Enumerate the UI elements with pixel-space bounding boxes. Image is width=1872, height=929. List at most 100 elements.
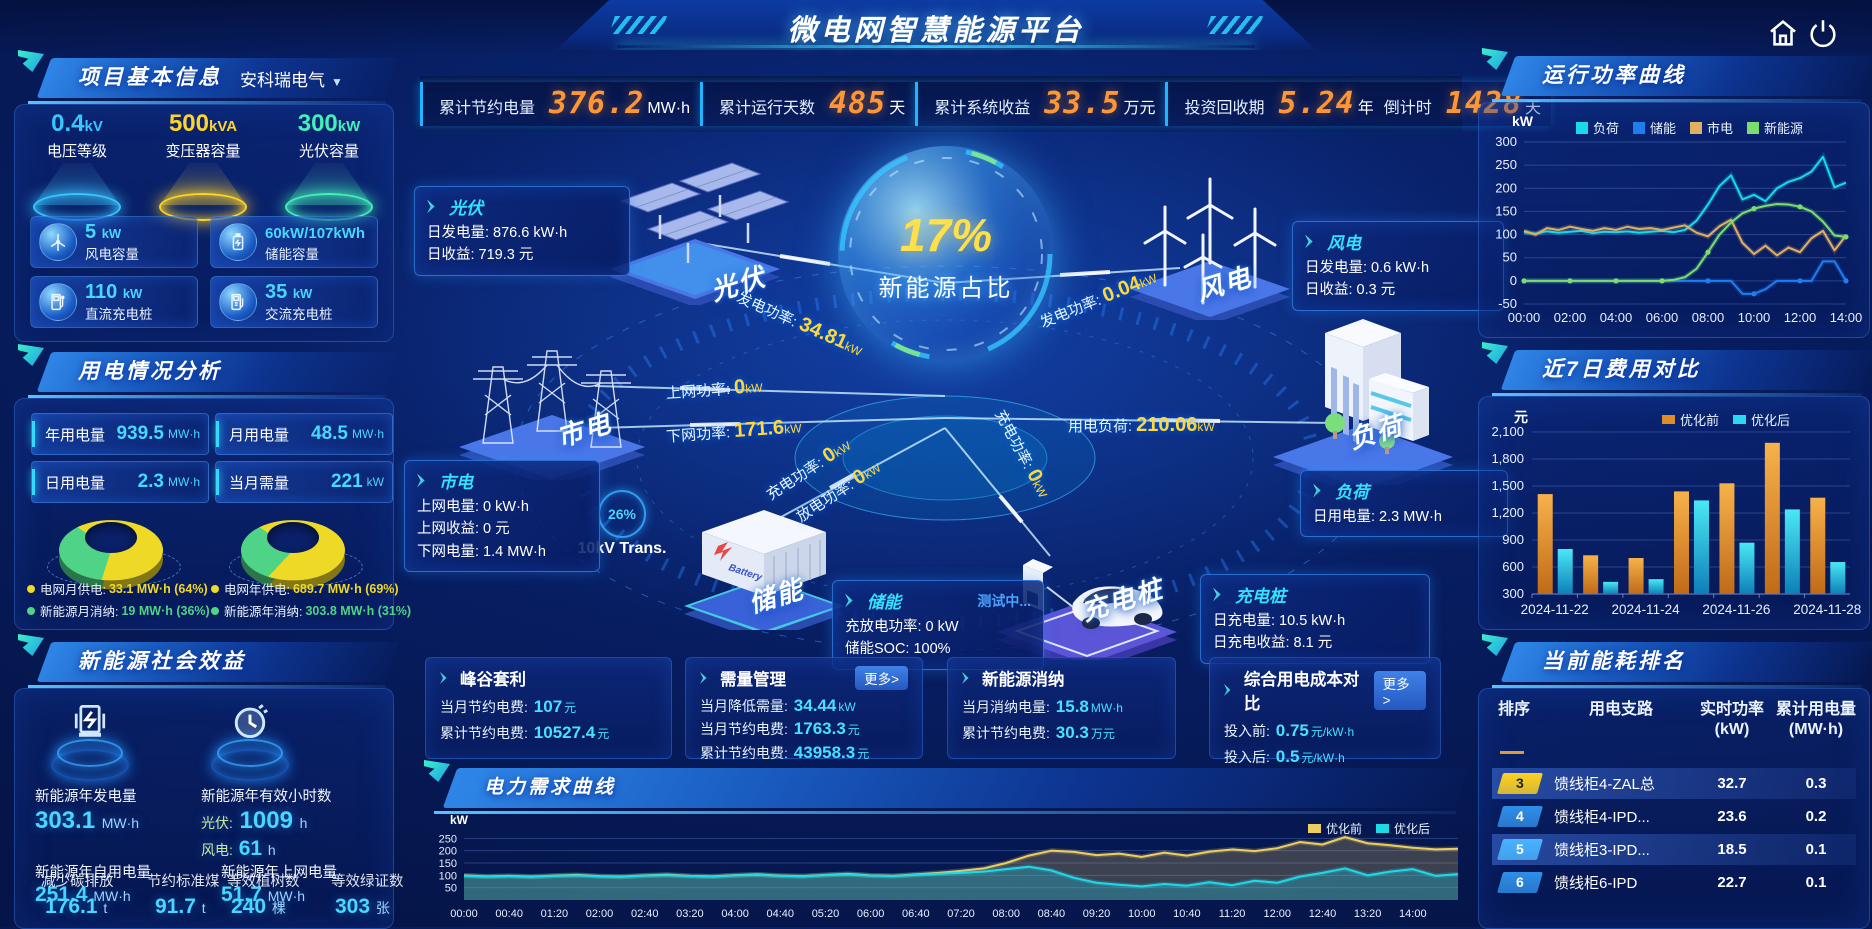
topbar-metric: 累计运行天数 485 天 xyxy=(719,89,905,119)
power-icon xyxy=(1810,20,1836,48)
svg-text:00:00: 00:00 xyxy=(1508,310,1541,325)
arrow-icon xyxy=(1224,684,1231,696)
ranking-column-header: 累计用电量 (MW·h) xyxy=(1776,701,1857,738)
dc-charger-icon xyxy=(39,283,77,321)
svg-text:06:00: 06:00 xyxy=(1646,310,1679,325)
company-dropdown[interactable]: 安科瑞电气 ▼ xyxy=(240,71,343,90)
donut-legend-item[interactable]: 新能源月消纳: 19 MW·h (36%) xyxy=(27,601,210,620)
usage-stat: 月用电量 48.5 MW·h xyxy=(215,413,393,455)
panel-title: 近7日费用对比 xyxy=(1542,358,1701,381)
table-row: 6 馈线柜6-IPD 22.7 0.1 xyxy=(1492,867,1856,898)
svg-text:10:40: 10:40 xyxy=(1173,908,1201,920)
svg-text:100: 100 xyxy=(1495,227,1517,242)
donut-legend-item[interactable]: 新能源年消纳: 303.8 MW·h (31%) xyxy=(211,601,411,620)
legend-item[interactable]: 负荷 xyxy=(1576,118,1619,137)
table-row: 5 馈线柜3-IPD... 18.5 0.1 xyxy=(1492,834,1856,865)
svg-text:2024-11-26: 2024-11-26 xyxy=(1702,602,1770,617)
legend-value: 19 MW·h (36%) xyxy=(121,603,210,618)
branch-name: 馈线柜4-IPD... xyxy=(1554,809,1650,826)
node-card-load: 负荷 日用电量: 2.3 MW·h xyxy=(1300,470,1508,538)
benefit-value: 51.7 MW·h xyxy=(221,883,306,906)
svg-text:300: 300 xyxy=(1495,134,1517,149)
legend-label: 新能源年消纳: xyxy=(224,605,303,619)
ranking-column-header: 用电支路 xyxy=(1588,701,1653,718)
load-island xyxy=(1265,295,1460,497)
node-card-grid: 市电 上网电量: 0 kW·h 上网收益: 0 元下网电量: 1.4 MW·h xyxy=(404,460,600,573)
legend-item[interactable]: 市电 xyxy=(1690,118,1733,137)
svg-text:2024-11-22: 2024-11-22 xyxy=(1521,602,1589,617)
arrow-icon xyxy=(1213,587,1221,602)
corner-icon xyxy=(1482,342,1508,364)
usage-panel-header: 用电情况分析 xyxy=(14,344,400,398)
node-card-ev: 充电桩 日充电量: 10.5 kW·h 日充电收益: 8.1 元 xyxy=(1200,574,1430,664)
svg-text:元: 元 xyxy=(1514,409,1528,425)
table-row: 4 馈线柜4-IPD... 23.6 0.2 xyxy=(1492,801,1856,832)
node-card-line: 上网收益: 0 元 xyxy=(417,521,510,538)
svg-text:08:40: 08:40 xyxy=(1038,908,1066,920)
benefit-sub-label: 新能源年自用电量 xyxy=(35,865,151,881)
svg-text:250: 250 xyxy=(1495,157,1517,172)
node-card-line: 日发电量: 0.6 kW·h xyxy=(1305,260,1430,276)
spotlight-label: 电压等级 xyxy=(46,143,107,160)
topbar-metric: 投资回收期 5.24 年 xyxy=(1184,89,1373,119)
bottom-card-line: 当月节约电费: 1763.3 元 xyxy=(700,719,860,739)
benefit-value: 251.4 MW·h xyxy=(35,883,131,906)
node-card-line: 充放电功率: 0 kW xyxy=(845,619,959,635)
supply-donut-chart xyxy=(59,507,167,590)
metric-value: 376.2 xyxy=(549,86,645,121)
bottom-card: 新能源消纳 当月消纳电量: 15.8 MW·h 累计节约电费: 30.3 万元 xyxy=(947,657,1176,759)
ranking-column-header: 实时功率 (kW) xyxy=(1699,701,1764,738)
capacity-card-text: 60kW/107kWh 储能容量 xyxy=(265,221,365,263)
more-button[interactable]: 更多> xyxy=(855,666,908,690)
legend-item[interactable]: 优化前 xyxy=(1662,410,1719,429)
node-card-line: 下网电量: 1.4 MW·h xyxy=(417,543,546,560)
svg-text:kW: kW xyxy=(450,814,469,827)
svg-text:1,200: 1,200 xyxy=(1491,505,1524,520)
power-chart-legend: 负荷 储能 市电 新能源 xyxy=(1576,118,1803,137)
legend-text: 优化前 xyxy=(1680,413,1720,428)
capacity-card: 60kW/107kWh 储能容量 xyxy=(210,216,378,268)
node-card-title: 储能 测试中... xyxy=(845,588,1031,613)
donut-legend-item[interactable]: 电网年供电: 689.7 MW·h (69%) xyxy=(211,579,399,598)
svg-text:-50: -50 xyxy=(1498,296,1517,311)
title-banner xyxy=(556,0,1316,50)
arrow-icon xyxy=(427,199,435,214)
capacity-value: 60kW/107kWh xyxy=(265,225,366,242)
legend-item[interactable]: 优化后 xyxy=(1733,410,1790,429)
node-card-title-text: 充电桩 xyxy=(1235,587,1286,606)
legend-item[interactable]: 新能源 xyxy=(1747,118,1803,137)
legend-swatch xyxy=(1376,824,1390,833)
bottom-card-title: 需量管理 更多> xyxy=(700,666,908,690)
svg-text:04:00: 04:00 xyxy=(1600,310,1633,325)
metric-value: 33.5 xyxy=(1044,86,1121,121)
node-card-storage: 储能 测试中... 充放电功率: 0 kW 储能SOC: 100% xyxy=(832,580,1044,670)
power-button[interactable] xyxy=(1806,16,1840,50)
usage-stat-unit: MW·h xyxy=(352,427,384,441)
legend-text: 市电 xyxy=(1707,121,1734,136)
node-card-line: 上网电量: 0 kW·h xyxy=(417,499,529,515)
legend-item[interactable]: 优化后 xyxy=(1376,820,1430,837)
capacity-value: 35 kW xyxy=(265,281,313,303)
legend-item[interactable]: 优化前 xyxy=(1308,820,1362,837)
legend-text: 优化后 xyxy=(1394,822,1431,836)
donut-legend-item[interactable]: 电网月供电: 33.1 MW·h (64%) xyxy=(27,579,208,598)
more-button[interactable]: 更多> xyxy=(1373,670,1426,710)
node-card-title-text: 储能 xyxy=(867,593,901,612)
topbar-group: 累计节约电量 376.2 MW·h xyxy=(420,82,700,126)
spotlight-value: 300kW xyxy=(297,110,361,137)
topbar-metric: 累计系统收益 33.5 万元 xyxy=(934,89,1155,119)
home-button[interactable] xyxy=(1766,16,1800,50)
pod-ring xyxy=(57,739,123,767)
legend-dot xyxy=(211,584,219,593)
grid-island xyxy=(445,275,660,487)
svg-text:00:00: 00:00 xyxy=(450,908,478,920)
panel-title: 电力需求曲线 xyxy=(484,777,617,798)
bottom-card: 需量管理 更多> 当月降低需量: 34.44 kW 当月节约电费: 1763.3 元累计节… xyxy=(685,657,923,762)
ranking-table-rows: 3 馈线柜4-ZAL总 32.7 0.3 4 馈线柜4-IPD... 23.6 0.2 5 馈线柜… xyxy=(1492,768,1856,900)
benefit-panel-body: 新能源年发电量 303.1 MW·h 新能源年有效小时数 光伏: 1009 h 风电: … xyxy=(14,688,404,929)
bottom-card-title: 新能源消纳 xyxy=(962,666,1161,690)
svg-text:10:00: 10:00 xyxy=(1128,908,1156,920)
bottom-card-line: 累计节约电费: 10527.4 元 xyxy=(440,722,610,742)
node-card-line: 日收益: 0.3 元 xyxy=(1305,282,1396,299)
legend-item[interactable]: 储能 xyxy=(1633,118,1676,137)
